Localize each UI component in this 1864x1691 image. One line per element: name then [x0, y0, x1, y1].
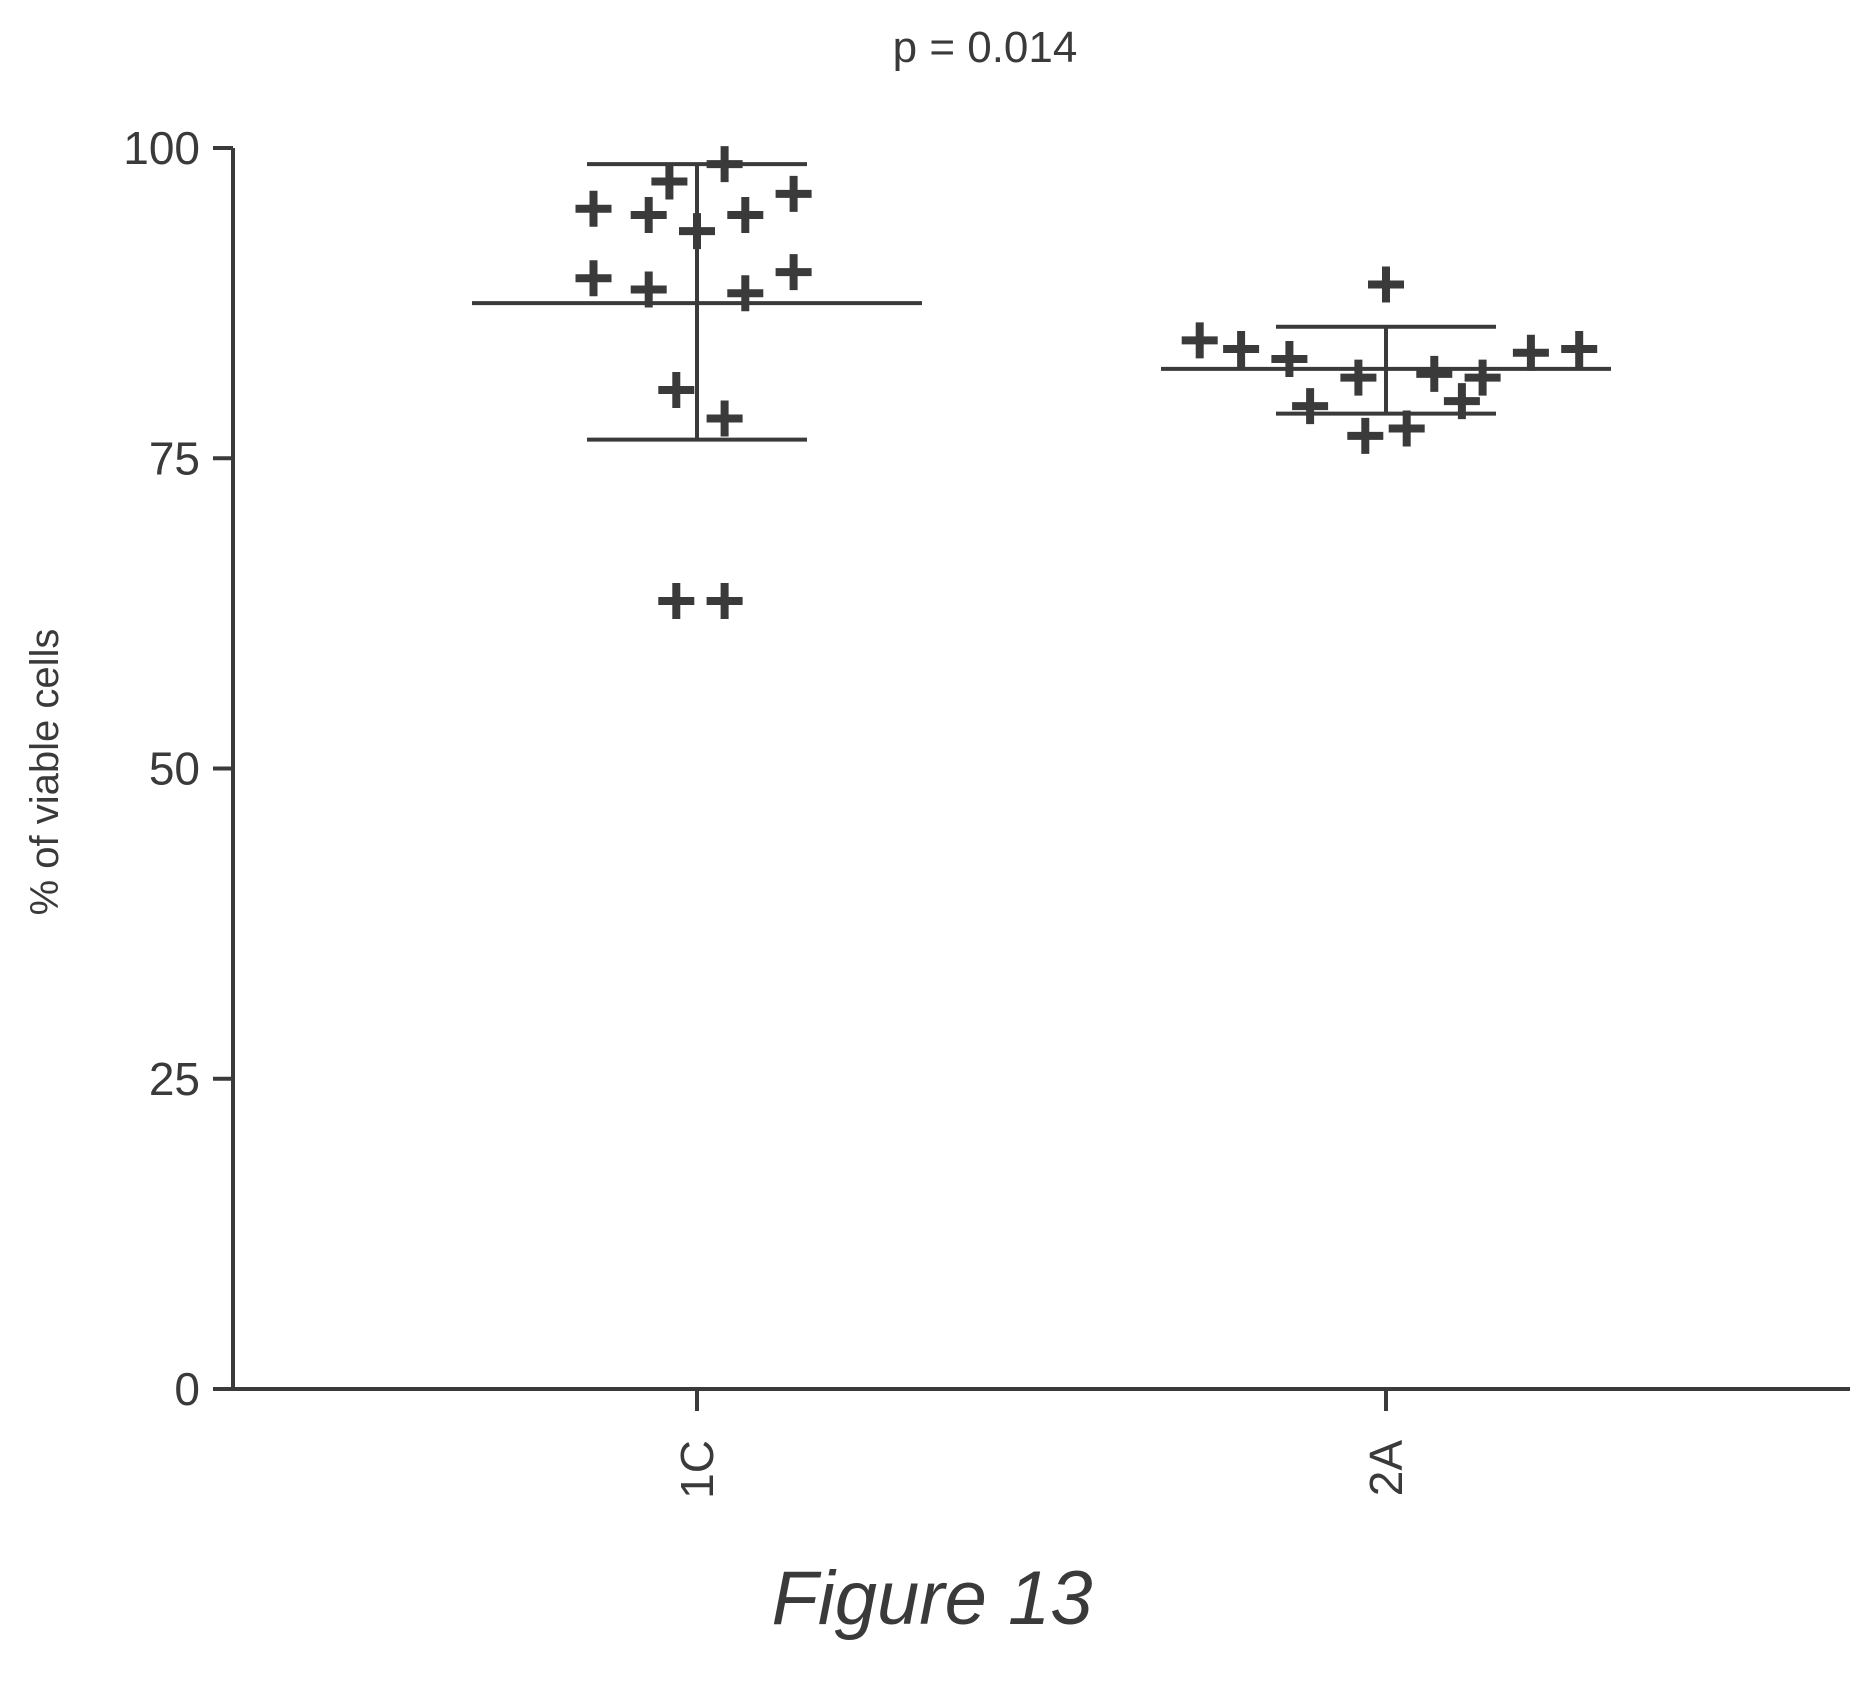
- data-point-plus: [630, 271, 667, 308]
- data-point-plus: [1340, 359, 1377, 396]
- y-tick-label: 25: [149, 1053, 200, 1105]
- data-point-plus: [1388, 410, 1425, 447]
- data-point-plus: [727, 197, 764, 234]
- data-point-plus: [658, 371, 695, 408]
- y-axis-title: % of viable cells: [23, 629, 67, 916]
- data-point-plus: [775, 175, 812, 212]
- data-point-plus: [1561, 331, 1598, 368]
- data-point-plus: [706, 400, 743, 437]
- data-point-plus: [1443, 383, 1480, 420]
- y-tick-label: 75: [149, 432, 200, 484]
- data-point-plus: [658, 582, 695, 619]
- x-ticks: 1C 2A: [671, 1389, 1412, 1499]
- error-bars: [472, 162, 1611, 442]
- data-point-plus: [775, 254, 812, 291]
- data-point-plus: [575, 260, 612, 297]
- x-tick-label: 2A: [1360, 1440, 1412, 1497]
- chart-title: p = 0.014: [893, 23, 1078, 72]
- data-point-plus: [651, 163, 688, 200]
- y-tick-label: 50: [149, 743, 200, 795]
- data-point-plus: [706, 146, 743, 183]
- data-points: [575, 146, 1598, 619]
- y-tick-label: 100: [123, 122, 200, 174]
- data-point-plus: [575, 190, 612, 227]
- data-point-plus: [706, 582, 743, 619]
- x-tick-label: 1C: [671, 1440, 723, 1499]
- data-point-plus: [1292, 388, 1329, 425]
- data-point-plus: [630, 197, 667, 234]
- data-point-plus: [1181, 322, 1218, 359]
- data-point-plus: [679, 213, 715, 250]
- y-tick-label: 0: [174, 1363, 200, 1415]
- data-point-plus: [1347, 417, 1384, 454]
- data-point-plus: [1368, 266, 1404, 303]
- data-point-plus: [727, 275, 764, 312]
- data-point-plus: [1512, 334, 1549, 371]
- data-point-plus: [1223, 331, 1260, 368]
- y-ticks: 0 25 50 75 100: [123, 122, 233, 1415]
- data-point-plus: [1271, 340, 1308, 377]
- data-point-plus: [1464, 359, 1501, 396]
- data-point-plus: [1416, 355, 1453, 392]
- figure-caption: Figure 13: [771, 1556, 1093, 1641]
